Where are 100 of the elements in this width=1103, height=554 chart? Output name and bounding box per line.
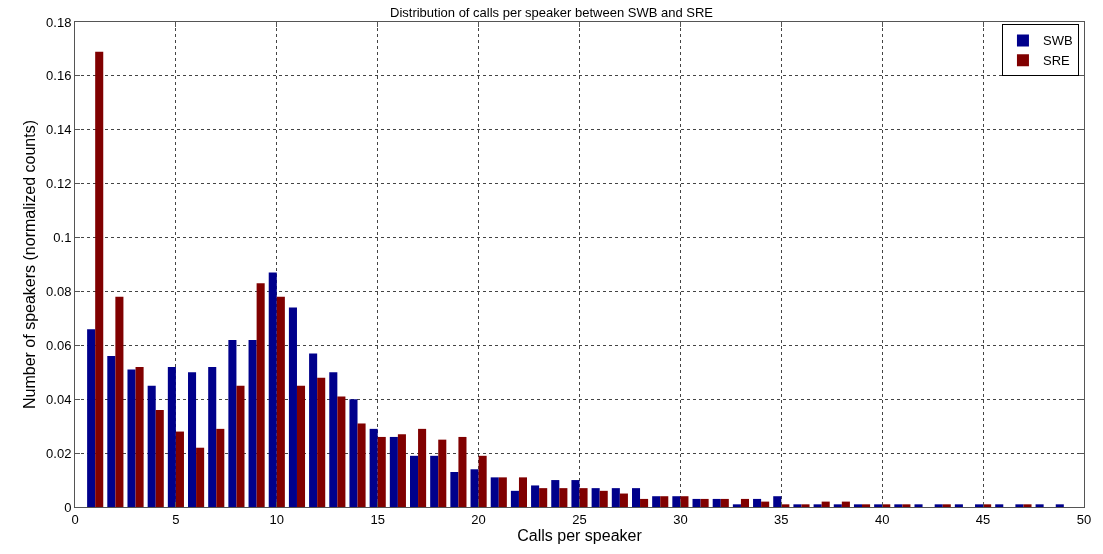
- bar: [397, 434, 406, 507]
- y-tick-label: 0: [64, 499, 72, 515]
- bar: [418, 428, 427, 507]
- y-tick-label: 0.18: [46, 14, 72, 30]
- bar: [862, 504, 871, 507]
- bar: [841, 501, 850, 507]
- bar: [288, 307, 297, 507]
- bar: [188, 372, 197, 507]
- bar: [672, 496, 681, 507]
- bar: [934, 504, 943, 507]
- x-tick-label: 30: [673, 511, 688, 527]
- bar: [983, 504, 992, 507]
- bar: [712, 498, 721, 507]
- bar: [317, 377, 326, 507]
- bar: [680, 496, 689, 507]
- bar: [458, 436, 467, 507]
- x-tick-label: 45: [975, 511, 991, 527]
- bar: [357, 423, 366, 507]
- bar: [329, 372, 338, 507]
- bar: [196, 447, 205, 507]
- bar: [450, 471, 459, 507]
- bar: [155, 410, 164, 507]
- bar: [821, 501, 830, 507]
- bar: [631, 488, 641, 507]
- bar: [975, 504, 984, 507]
- bar: [369, 428, 378, 507]
- bar: [599, 490, 608, 507]
- bar: [389, 436, 398, 507]
- bar: [127, 369, 136, 507]
- x-tick-label: 15: [370, 511, 385, 527]
- bar: [248, 339, 257, 507]
- bar: [175, 431, 184, 507]
- bar: [531, 485, 540, 507]
- bar: [874, 504, 883, 507]
- bar: [228, 339, 237, 507]
- bar: [894, 504, 903, 507]
- bar: [498, 477, 507, 507]
- bar: [268, 272, 277, 507]
- bar: [833, 504, 842, 507]
- bar: [660, 496, 669, 507]
- bar: [700, 498, 709, 507]
- y-tick-label: 0.06: [46, 337, 72, 353]
- bar: [135, 366, 144, 507]
- bar: [438, 439, 447, 507]
- bar: [720, 498, 729, 507]
- bar: [773, 496, 782, 507]
- bar: [571, 480, 580, 507]
- bar: [409, 455, 419, 507]
- bar: [276, 296, 285, 507]
- y-tick-label: 0.12: [46, 176, 72, 192]
- bar: [579, 488, 588, 507]
- bar: [518, 477, 528, 507]
- bar: [1055, 504, 1064, 507]
- y-tick-label: 0.14: [46, 122, 72, 138]
- bar: [902, 504, 911, 507]
- bar: [115, 296, 124, 507]
- bar: [882, 504, 891, 507]
- bar: [619, 493, 628, 507]
- bar: [793, 504, 802, 507]
- bar: [732, 504, 741, 507]
- y-tick-label: 0.16: [46, 68, 72, 84]
- x-axis-title: Calls per speaker: [517, 527, 643, 545]
- bar: [914, 504, 923, 507]
- bar: [813, 504, 822, 507]
- bar: [559, 488, 568, 507]
- bar: [591, 488, 600, 507]
- y-axis-title: Number of speakers (normalized counts): [20, 119, 38, 410]
- bar: [551, 480, 560, 507]
- bar: [208, 366, 217, 507]
- bar: [470, 469, 479, 507]
- bar: [740, 498, 750, 507]
- bar: [296, 385, 306, 507]
- bar: [377, 436, 386, 507]
- bar: [539, 488, 548, 507]
- bar: [640, 498, 649, 507]
- bar: [761, 501, 770, 507]
- x-tick-label: 10: [269, 511, 285, 527]
- bar: [652, 496, 661, 507]
- bar: [1023, 504, 1032, 507]
- x-tick-label: 35: [774, 511, 789, 527]
- chart-title: Distribution of calls per speaker between SWB and SRE: [390, 5, 714, 21]
- bar: [349, 399, 358, 507]
- bar: [95, 51, 104, 507]
- x-tick-label: 5: [172, 511, 180, 527]
- x-tick-label: 50: [1076, 511, 1092, 527]
- bar: [236, 385, 245, 507]
- x-tick-label: 40: [874, 511, 890, 527]
- bar: [337, 396, 346, 507]
- legend-label: SWB: [1042, 33, 1073, 49]
- bar: [753, 498, 762, 507]
- bar: [1015, 504, 1024, 507]
- bar: [611, 488, 620, 507]
- bar: [692, 498, 701, 507]
- bar: [107, 356, 116, 507]
- y-tick-label: 0.1: [53, 230, 72, 246]
- bar: [942, 504, 951, 507]
- bar: [309, 353, 318, 507]
- y-tick-label: 0.08: [46, 283, 72, 299]
- bar: [216, 428, 225, 507]
- bar: [478, 455, 487, 507]
